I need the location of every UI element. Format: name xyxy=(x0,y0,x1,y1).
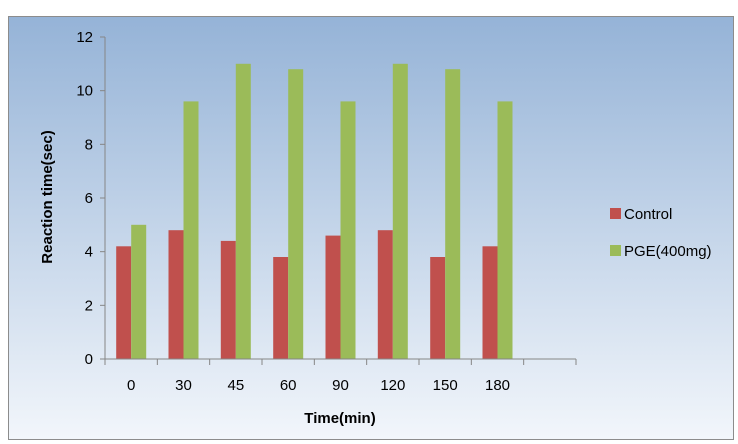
bar-pge-150 xyxy=(445,69,461,359)
bar-control-30 xyxy=(168,230,184,359)
x-tick-label: 45 xyxy=(227,377,244,394)
bar-control-45 xyxy=(220,240,236,359)
x-tick-label: 30 xyxy=(175,377,192,394)
bar-pge-60 xyxy=(288,69,304,359)
legend: Control PGE(400mg) xyxy=(610,206,712,260)
bar-pge-45 xyxy=(235,63,251,360)
bar-control-150 xyxy=(430,257,446,359)
y-tick-label: 2 xyxy=(85,297,93,314)
legend-swatch-control xyxy=(610,208,621,219)
x-tick-label: 60 xyxy=(280,377,297,394)
y-tick-label: 0 xyxy=(85,351,93,368)
bars-group xyxy=(116,63,513,360)
bar-pge-180 xyxy=(497,101,513,360)
y-tick-label: 12 xyxy=(76,29,93,46)
bar-control-60 xyxy=(273,257,289,359)
bar-control-180 xyxy=(482,246,498,359)
x-tick-label: 0 xyxy=(127,377,135,394)
chart-frame xyxy=(8,16,734,440)
bar-control-90 xyxy=(325,235,341,359)
x-tick-label: 120 xyxy=(380,377,405,394)
legend-label-pge: PGE(400mg) xyxy=(624,243,712,260)
bar-control-120 xyxy=(377,230,393,359)
y-axis-title: Reaction time(sec) xyxy=(39,130,56,263)
legend-swatch-pge xyxy=(610,245,621,256)
y-tick-label: 6 xyxy=(85,190,93,207)
bar-control-0 xyxy=(116,246,132,359)
y-tick-label: 8 xyxy=(85,136,93,153)
x-tick-label: 150 xyxy=(433,377,458,394)
chart-background xyxy=(8,16,734,440)
y-tick-label: 10 xyxy=(76,83,93,100)
axes-group xyxy=(100,36,577,365)
bar-pge-90 xyxy=(340,101,356,360)
bar-pge-120 xyxy=(392,63,408,360)
x-tick-label: 180 xyxy=(485,377,510,394)
bar-pge-0 xyxy=(131,224,147,359)
y-tick-label: 4 xyxy=(85,244,93,261)
legend-label-control: Control xyxy=(624,206,672,223)
x-tick-label: 90 xyxy=(332,377,349,394)
x-axis-title: Time(min) xyxy=(304,410,375,427)
bar-pge-30 xyxy=(183,101,199,360)
